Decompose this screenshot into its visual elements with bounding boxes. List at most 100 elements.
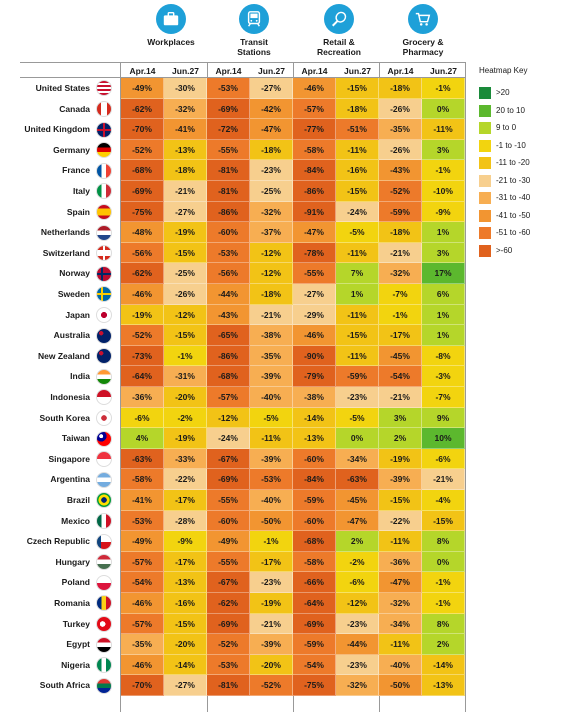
heatmap-cell: -2% bbox=[164, 407, 207, 429]
country-label: Netherlands bbox=[40, 227, 90, 238]
heatmap-cell: -68% bbox=[207, 366, 250, 387]
heatmap-cell: -27% bbox=[164, 201, 207, 223]
heatmap-cell: -43% bbox=[379, 160, 422, 181]
heatmap-cell: -60% bbox=[293, 510, 336, 532]
heatmap-cell: -13% bbox=[422, 675, 465, 696]
country-label: Norway bbox=[59, 268, 90, 279]
heatmap-cell: -57% bbox=[207, 387, 250, 408]
heatmap-cell: -33% bbox=[164, 448, 207, 470]
briefcase-icon bbox=[156, 4, 186, 34]
heatmap-cell: -70% bbox=[121, 119, 164, 140]
header-divider bbox=[20, 77, 465, 78]
country-label: South Africa bbox=[39, 680, 90, 691]
legend-swatch bbox=[479, 139, 491, 152]
heatmap-cell: -91% bbox=[293, 201, 336, 223]
country-label: Argentina bbox=[50, 474, 90, 485]
train-icon bbox=[239, 4, 269, 34]
heatmap-cell: -39% bbox=[250, 448, 293, 470]
heatmap-cell: -12% bbox=[164, 304, 207, 326]
shopping-cart-icon bbox=[408, 4, 438, 34]
heatmap-cell: -49% bbox=[207, 531, 250, 552]
heatmap-cell: -1% bbox=[422, 78, 465, 99]
country-label: New Zealand bbox=[38, 350, 90, 361]
heatmap-cell: -22% bbox=[379, 510, 422, 532]
category-label: Retail & bbox=[323, 37, 355, 47]
heatmap-cell: -67% bbox=[207, 448, 250, 470]
heatmap-cell: -46% bbox=[293, 325, 336, 346]
heatmap-cell: -45% bbox=[336, 490, 379, 511]
heatmap-cell: -32% bbox=[379, 593, 422, 614]
heatmap-cell: -54% bbox=[293, 654, 336, 676]
heatmap-cell: -24% bbox=[207, 428, 250, 449]
heatmap-cell: 8% bbox=[422, 613, 465, 635]
heatmap-cell: 1% bbox=[422, 304, 465, 326]
heatmap-cell: -20% bbox=[250, 654, 293, 676]
heatmap-cell: -18% bbox=[336, 98, 379, 120]
heatmap-cell: -27% bbox=[293, 284, 336, 305]
heatmap-cell: -23% bbox=[250, 160, 293, 181]
heatmap-cell: -17% bbox=[164, 551, 207, 573]
heatmap-cell: -21% bbox=[250, 613, 293, 635]
flag-icon bbox=[96, 348, 112, 365]
heatmap-cell: 0% bbox=[336, 428, 379, 449]
heatmap-cell: 6% bbox=[422, 284, 465, 305]
country-label: Mexico bbox=[61, 515, 90, 526]
heatmap-cell: -63% bbox=[336, 469, 379, 490]
heatmap-cell: -6% bbox=[121, 407, 164, 429]
heatmap-cell: -14% bbox=[164, 654, 207, 676]
heatmap-cell: 4% bbox=[121, 428, 164, 449]
flag-icon bbox=[96, 265, 112, 282]
heatmap-cell: -55% bbox=[293, 263, 336, 284]
heatmap-cell: -16% bbox=[164, 593, 207, 614]
heatmap-cell: -46% bbox=[121, 654, 164, 676]
heatmap-cell: -17% bbox=[379, 325, 422, 346]
heatmap-cell: -10% bbox=[422, 181, 465, 202]
heatmap-cell: -69% bbox=[207, 613, 250, 635]
heatmap-cell: 10% bbox=[422, 428, 465, 449]
heatmap-cell: -69% bbox=[207, 469, 250, 490]
column-date-header: Apr.14 bbox=[301, 66, 328, 76]
heatmap-cell: -84% bbox=[293, 160, 336, 181]
heatmap-cell: -12% bbox=[336, 593, 379, 614]
heatmap-cell: -25% bbox=[164, 263, 207, 284]
heatmap-cell: -19% bbox=[250, 593, 293, 614]
heatmap-cell: -15% bbox=[336, 325, 379, 346]
country-label: Japan bbox=[65, 309, 90, 320]
heatmap-cell: -11% bbox=[379, 531, 422, 552]
heatmap-cell: -19% bbox=[379, 448, 422, 470]
heatmap-cell: -86% bbox=[293, 181, 336, 202]
heatmap-cell: -46% bbox=[293, 78, 336, 99]
heatmap-cell: -64% bbox=[293, 593, 336, 614]
legend-label: 20 to 10 bbox=[496, 105, 525, 115]
heatmap-cell: -15% bbox=[379, 490, 422, 511]
heatmap-cell: -11% bbox=[422, 119, 465, 140]
heatmap-cell: -69% bbox=[121, 181, 164, 202]
heatmap-cell: -9% bbox=[422, 201, 465, 223]
heatmap-cell: -62% bbox=[207, 593, 250, 614]
heatmap-cell: 8% bbox=[422, 531, 465, 552]
heatmap-cell: -68% bbox=[293, 531, 336, 552]
heatmap-cell: -17% bbox=[164, 490, 207, 511]
heatmap-cell: -18% bbox=[164, 160, 207, 181]
country-label: Egypt bbox=[66, 639, 90, 650]
category-label-line2: Stations bbox=[237, 47, 271, 57]
heatmap-cell: -81% bbox=[207, 675, 250, 696]
heatmap-cell: -21% bbox=[379, 387, 422, 408]
heatmap-cell: -72% bbox=[207, 119, 250, 140]
heatmap-cell: -53% bbox=[207, 242, 250, 264]
heatmap-cell: -1% bbox=[379, 304, 422, 326]
country-label: Australia bbox=[53, 330, 90, 341]
heatmap-cell: -53% bbox=[121, 510, 164, 532]
flag-icon bbox=[96, 100, 112, 117]
country-label: Turkey bbox=[62, 618, 90, 629]
heatmap-cell: -59% bbox=[293, 634, 336, 655]
column-date-header: Jun.27 bbox=[172, 66, 199, 76]
country-label: United Kingdom bbox=[24, 124, 90, 135]
heatmap-cell: -44% bbox=[207, 284, 250, 305]
heatmap-cell: -35% bbox=[121, 634, 164, 655]
heatmap-cell: -36% bbox=[379, 551, 422, 573]
flag-icon bbox=[96, 677, 112, 694]
heatmap-cell: -30% bbox=[164, 78, 207, 99]
country-label: India bbox=[70, 371, 90, 382]
heatmap-cell: -12% bbox=[250, 263, 293, 284]
